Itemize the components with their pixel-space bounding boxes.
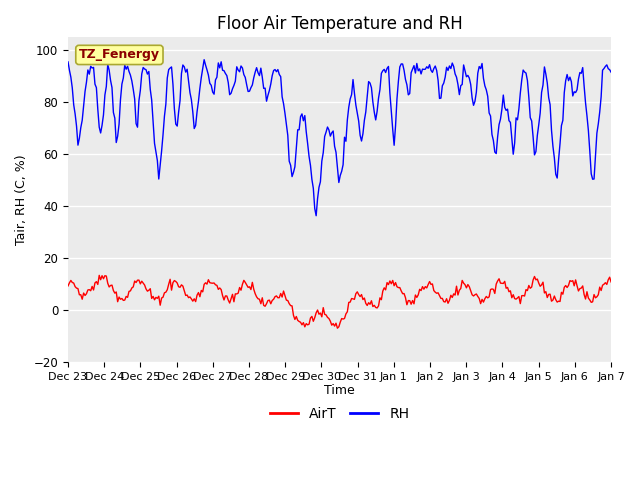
Title: Floor Air Temperature and RH: Floor Air Temperature and RH: [217, 15, 463, 33]
X-axis label: Time: Time: [324, 384, 355, 397]
Y-axis label: Tair, RH (C, %): Tair, RH (C, %): [15, 154, 28, 245]
Legend: AirT, RH: AirT, RH: [264, 401, 415, 426]
Text: TZ_Fenergy: TZ_Fenergy: [79, 48, 160, 61]
